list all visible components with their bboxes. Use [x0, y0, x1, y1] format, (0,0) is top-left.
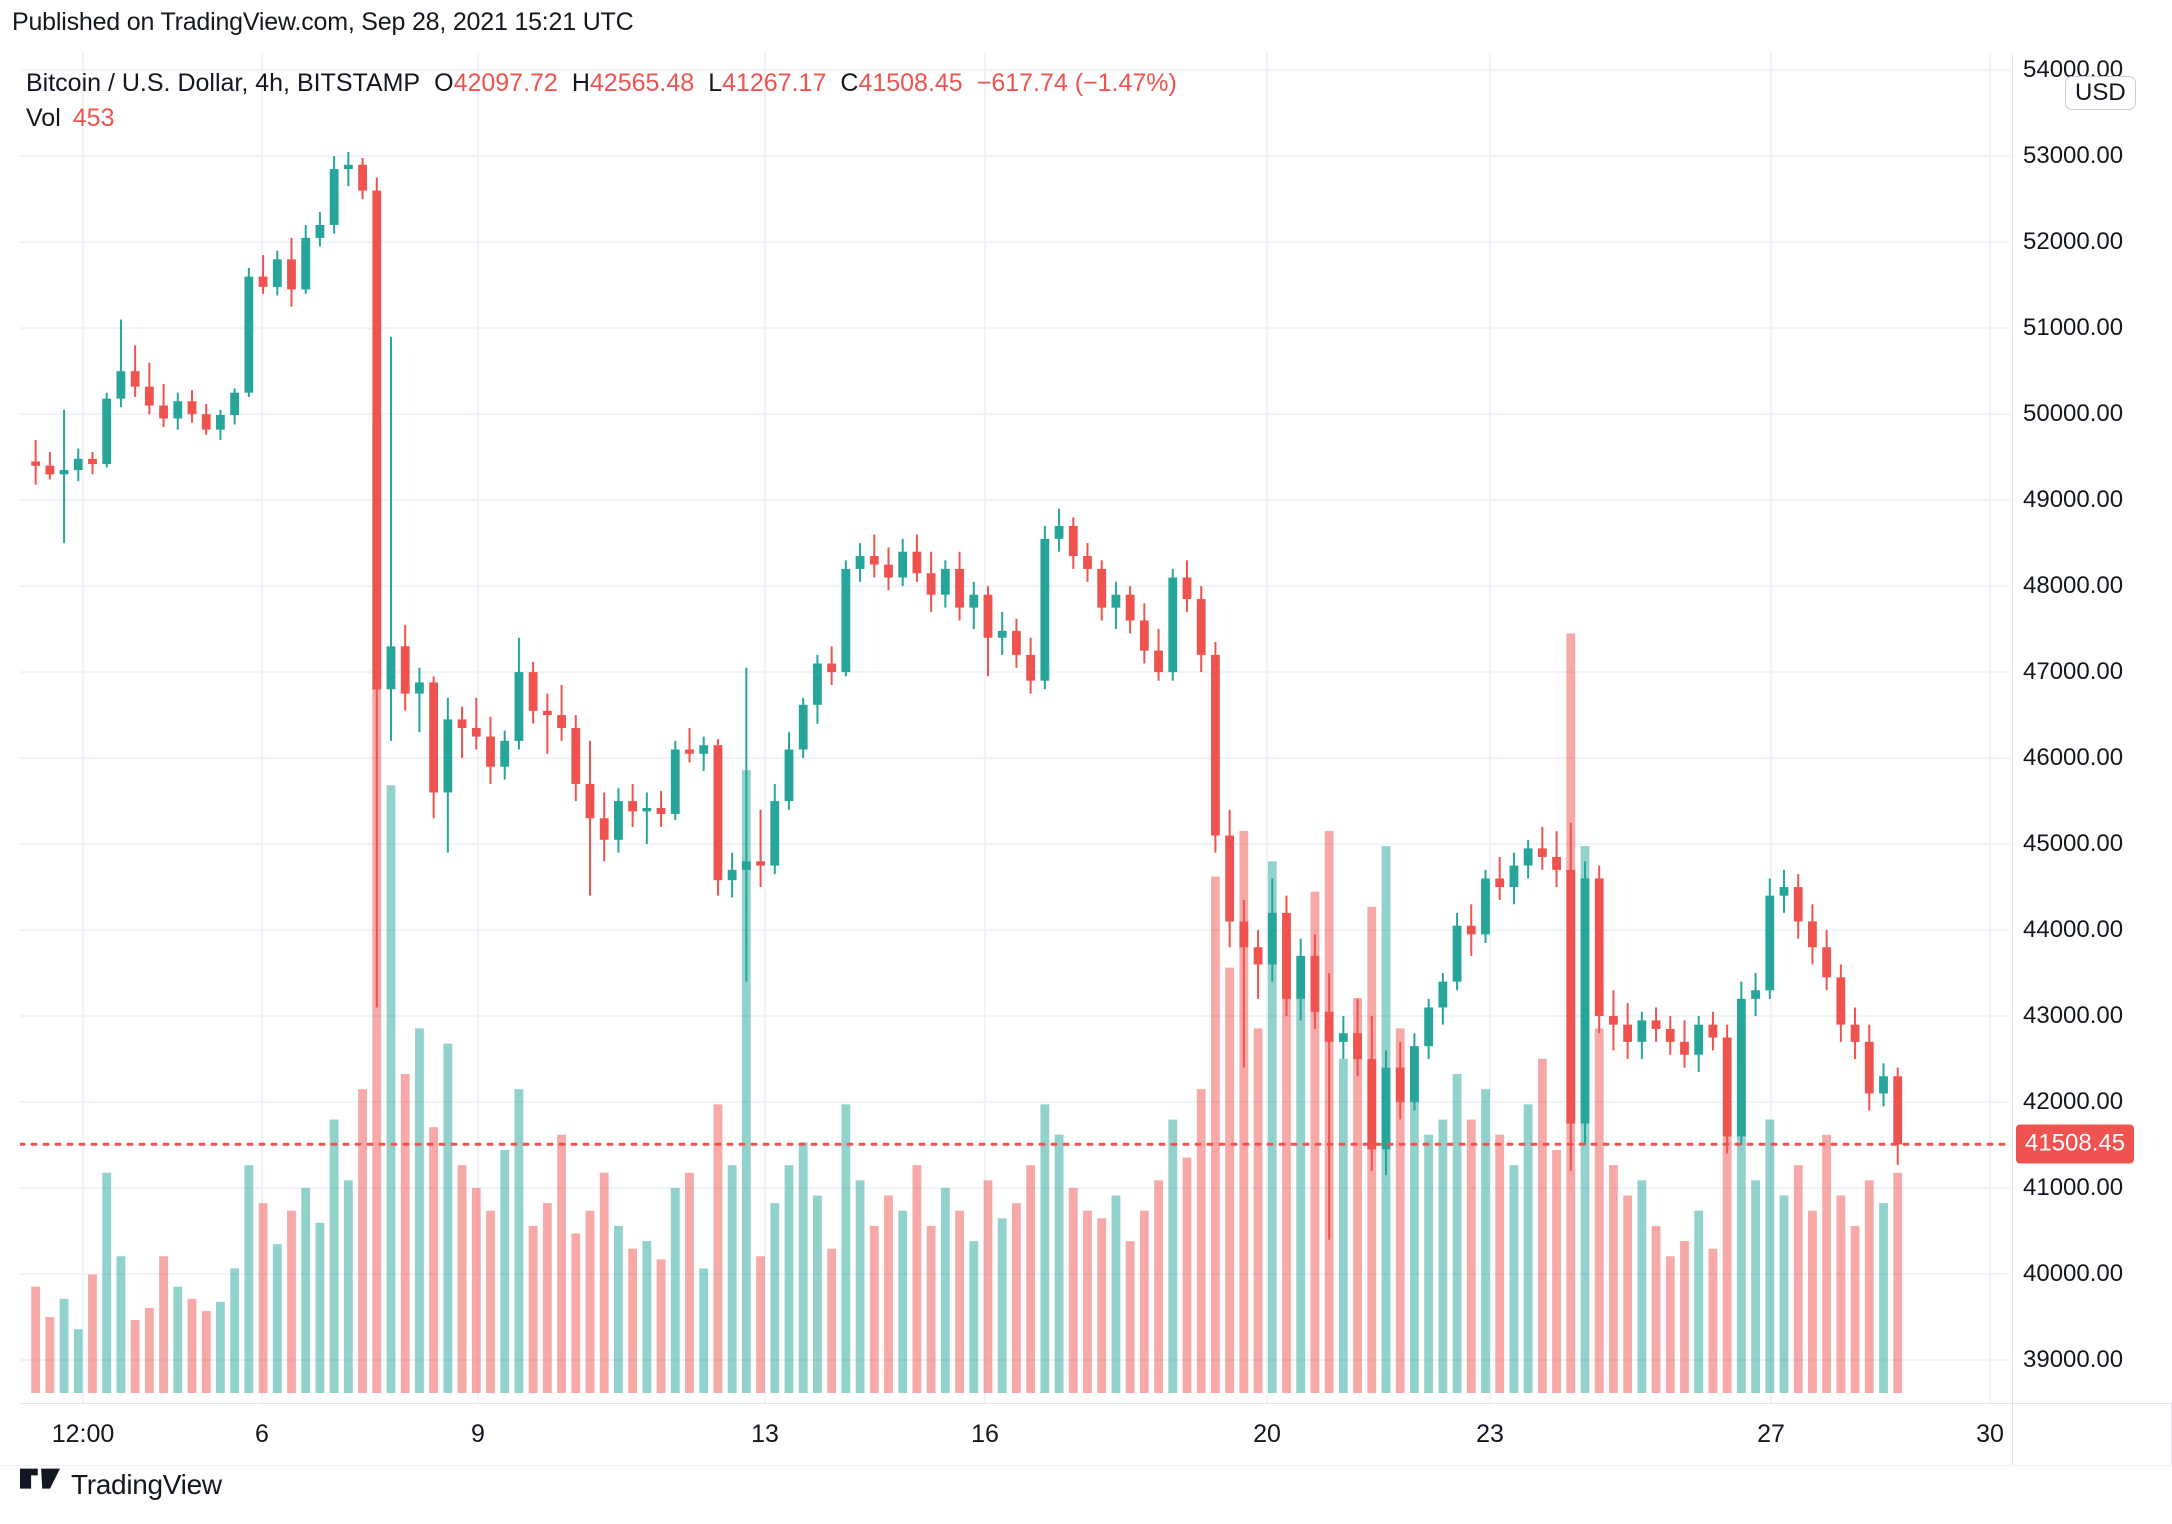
legend-high-label: H — [571, 69, 590, 97]
price-tick: 45000.00 — [2023, 830, 2124, 858]
currency-badge: USD — [2065, 76, 2136, 110]
price-tick: 43000.00 — [2023, 1002, 2124, 1030]
candlestick-svg — [20, 53, 2010, 1403]
price-tick: 46000.00 — [2023, 744, 2124, 772]
time-tick: 20 — [1253, 1420, 1281, 1448]
chart-plot-area[interactable] — [20, 53, 2010, 1403]
time-tick: 16 — [971, 1420, 999, 1448]
time-tick: 12:00 — [51, 1420, 115, 1448]
legend-symbol[interactable]: Bitcoin / U.S. Dollar, 4h, BITSTAMP — [26, 69, 421, 97]
tradingview-wordmark: TradingView — [71, 1468, 222, 1500]
time-tick: 23 — [1476, 1420, 1504, 1448]
legend-low-value: 41267.17 — [722, 69, 827, 97]
price-scale[interactable]: USD 54000.00 53000.00 52000.00 51000.00 5000… — [2012, 53, 2172, 1403]
time-scale-divider — [2012, 1404, 2013, 1466]
price-tick: 41000.00 — [2023, 1174, 2124, 1202]
price-tick: 42000.00 — [2023, 1088, 2124, 1116]
legend-open-label: O — [434, 69, 454, 97]
price-tick: 47000.00 — [2023, 658, 2124, 686]
volume-legend-value: 453 — [72, 104, 115, 132]
volume-legend: Vol 453 — [26, 100, 114, 136]
legend-close-label: C — [840, 69, 859, 97]
volume-legend-label: Vol — [26, 104, 61, 132]
price-tick: 53000.00 — [2023, 142, 2124, 170]
time-scale[interactable]: 12:00 6 9 13 16 20 23 27 30 — [20, 1403, 2172, 1466]
legend-open-value: 42097.72 — [453, 69, 558, 97]
price-tick: 51000.00 — [2023, 314, 2124, 342]
last-price-badge: 41508.45 — [2016, 1124, 2135, 1164]
time-tick: 30 — [1976, 1420, 2004, 1448]
legend-low-label: L — [708, 69, 723, 97]
price-tick: 50000.00 — [2023, 400, 2124, 428]
price-tick: 49000.00 — [2023, 486, 2124, 514]
price-tick: 39000.00 — [2023, 1346, 2124, 1373]
time-tick: 6 — [255, 1420, 269, 1448]
time-tick: 27 — [1757, 1420, 1785, 1448]
price-tick: 40000.00 — [2023, 1260, 2124, 1288]
legend-close-value: 41508.45 — [858, 69, 963, 97]
price-tick: 44000.00 — [2023, 916, 2124, 944]
time-tick: 9 — [471, 1420, 485, 1448]
tradingview-logo-icon — [20, 1468, 60, 1501]
price-tick: 48000.00 — [2023, 572, 2124, 600]
legend-change-value: −617.74 (−1.47%) — [976, 69, 1177, 97]
published-caption: Published on TradingView.com, Sep 28, 20… — [12, 8, 634, 36]
legend-high-value: 42565.48 — [589, 69, 695, 97]
price-tick: 52000.00 — [2023, 228, 2124, 256]
footer-branding[interactable]: TradingView — [20, 1468, 222, 1501]
chart-legend: Bitcoin / U.S. Dollar, 4h, BITSTAMP O4209… — [26, 65, 1177, 101]
footer-divider — [0, 1465, 2172, 1466]
time-tick: 13 — [751, 1420, 779, 1448]
